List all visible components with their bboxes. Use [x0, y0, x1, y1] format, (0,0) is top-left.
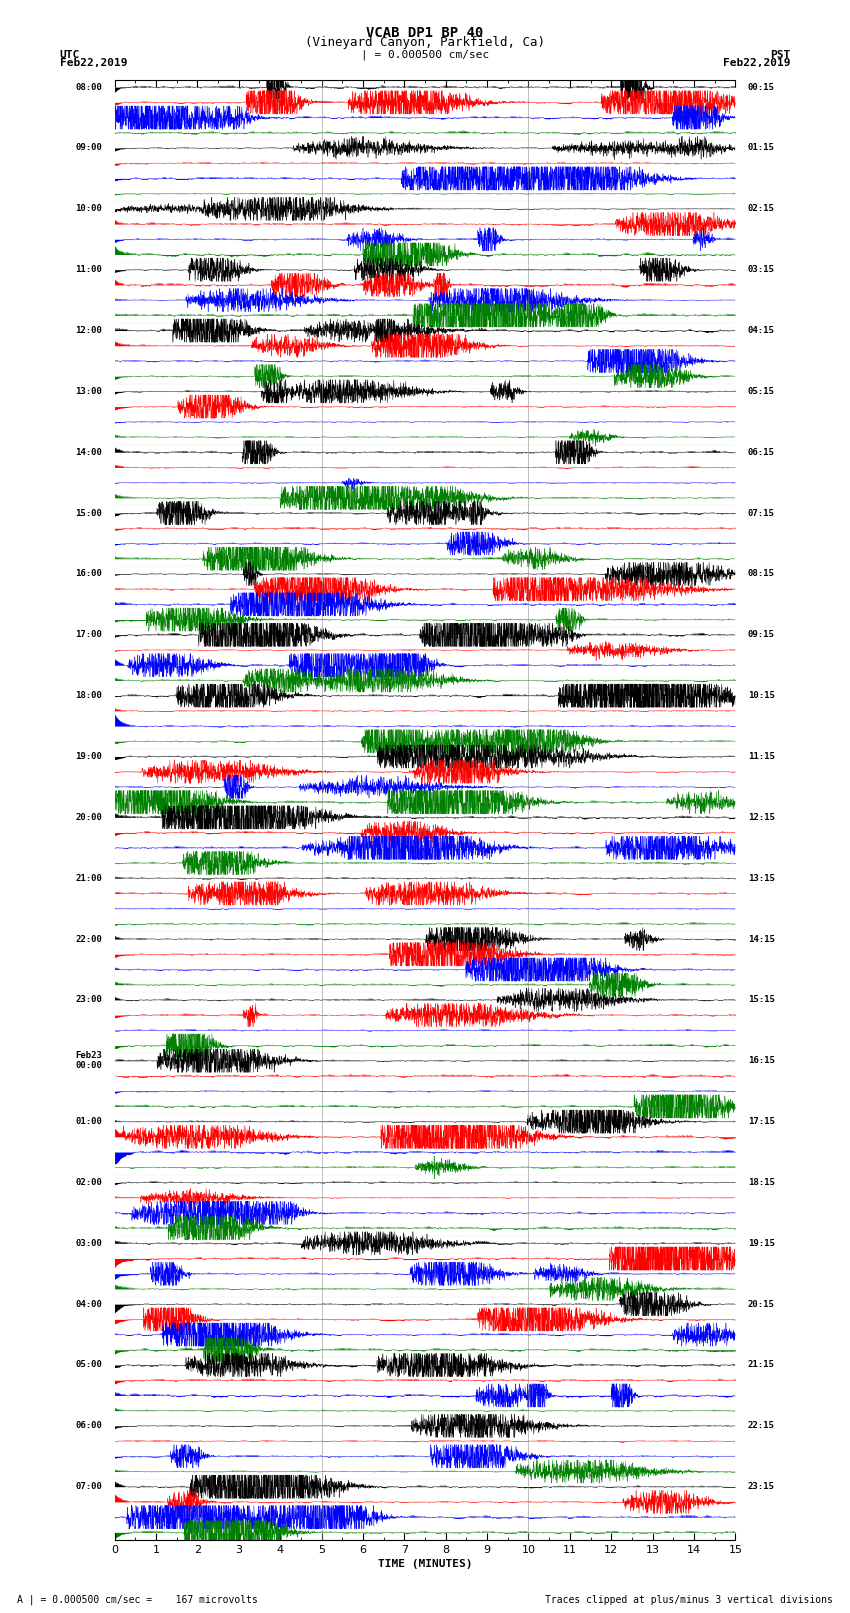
Text: 08:15: 08:15 — [748, 569, 774, 579]
Text: UTC: UTC — [60, 50, 80, 60]
Text: Traces clipped at plus/minus 3 vertical divisions: Traces clipped at plus/minus 3 vertical … — [545, 1595, 833, 1605]
Text: 05:15: 05:15 — [748, 387, 774, 395]
Text: 18:15: 18:15 — [748, 1177, 774, 1187]
Text: 23:15: 23:15 — [748, 1482, 774, 1490]
Text: 06:15: 06:15 — [748, 448, 774, 456]
Text: 21:00: 21:00 — [76, 874, 102, 882]
Text: 16:15: 16:15 — [748, 1057, 774, 1065]
Text: 10:15: 10:15 — [748, 690, 774, 700]
Text: 20:15: 20:15 — [748, 1300, 774, 1308]
Text: PST: PST — [770, 50, 790, 60]
Text: 19:15: 19:15 — [748, 1239, 774, 1248]
Text: 07:00: 07:00 — [76, 1482, 102, 1490]
Text: Feb22,2019: Feb22,2019 — [60, 58, 127, 68]
Text: 09:00: 09:00 — [76, 144, 102, 153]
Text: 22:15: 22:15 — [748, 1421, 774, 1431]
Text: 10:00: 10:00 — [76, 205, 102, 213]
Text: 04:00: 04:00 — [76, 1300, 102, 1308]
Text: 00:15: 00:15 — [748, 82, 774, 92]
Text: 16:00: 16:00 — [76, 569, 102, 579]
Text: | = 0.000500 cm/sec: | = 0.000500 cm/sec — [361, 48, 489, 60]
Text: 17:15: 17:15 — [748, 1118, 774, 1126]
Text: 17:00: 17:00 — [76, 631, 102, 639]
Text: Feb23
00:00: Feb23 00:00 — [76, 1052, 102, 1071]
Text: Feb22,2019: Feb22,2019 — [723, 58, 791, 68]
Text: 14:15: 14:15 — [748, 934, 774, 944]
Text: 23:00: 23:00 — [76, 995, 102, 1005]
Text: 19:00: 19:00 — [76, 752, 102, 761]
Text: 05:00: 05:00 — [76, 1360, 102, 1369]
X-axis label: TIME (MINUTES): TIME (MINUTES) — [377, 1560, 473, 1569]
Text: 11:15: 11:15 — [748, 752, 774, 761]
Text: 07:15: 07:15 — [748, 508, 774, 518]
Text: (Vineyard Canyon, Parkfield, Ca): (Vineyard Canyon, Parkfield, Ca) — [305, 35, 545, 50]
Text: 12:00: 12:00 — [76, 326, 102, 336]
Text: 12:15: 12:15 — [748, 813, 774, 823]
Text: 02:15: 02:15 — [748, 205, 774, 213]
Text: 06:00: 06:00 — [76, 1421, 102, 1431]
Text: VCAB DP1 BP 40: VCAB DP1 BP 40 — [366, 26, 484, 39]
Text: 01:15: 01:15 — [748, 144, 774, 153]
Text: 03:15: 03:15 — [748, 265, 774, 274]
Text: A | = 0.000500 cm/sec =    167 microvolts: A | = 0.000500 cm/sec = 167 microvolts — [17, 1594, 258, 1605]
Text: 15:15: 15:15 — [748, 995, 774, 1005]
Text: 14:00: 14:00 — [76, 448, 102, 456]
Text: 08:00: 08:00 — [76, 82, 102, 92]
Text: 13:00: 13:00 — [76, 387, 102, 395]
Text: 11:00: 11:00 — [76, 265, 102, 274]
Text: 21:15: 21:15 — [748, 1360, 774, 1369]
Text: 01:00: 01:00 — [76, 1118, 102, 1126]
Text: 03:00: 03:00 — [76, 1239, 102, 1248]
Text: 20:00: 20:00 — [76, 813, 102, 823]
Text: 22:00: 22:00 — [76, 934, 102, 944]
Text: 02:00: 02:00 — [76, 1177, 102, 1187]
Text: 15:00: 15:00 — [76, 508, 102, 518]
Text: 18:00: 18:00 — [76, 690, 102, 700]
Text: 04:15: 04:15 — [748, 326, 774, 336]
Text: 13:15: 13:15 — [748, 874, 774, 882]
Text: 09:15: 09:15 — [748, 631, 774, 639]
